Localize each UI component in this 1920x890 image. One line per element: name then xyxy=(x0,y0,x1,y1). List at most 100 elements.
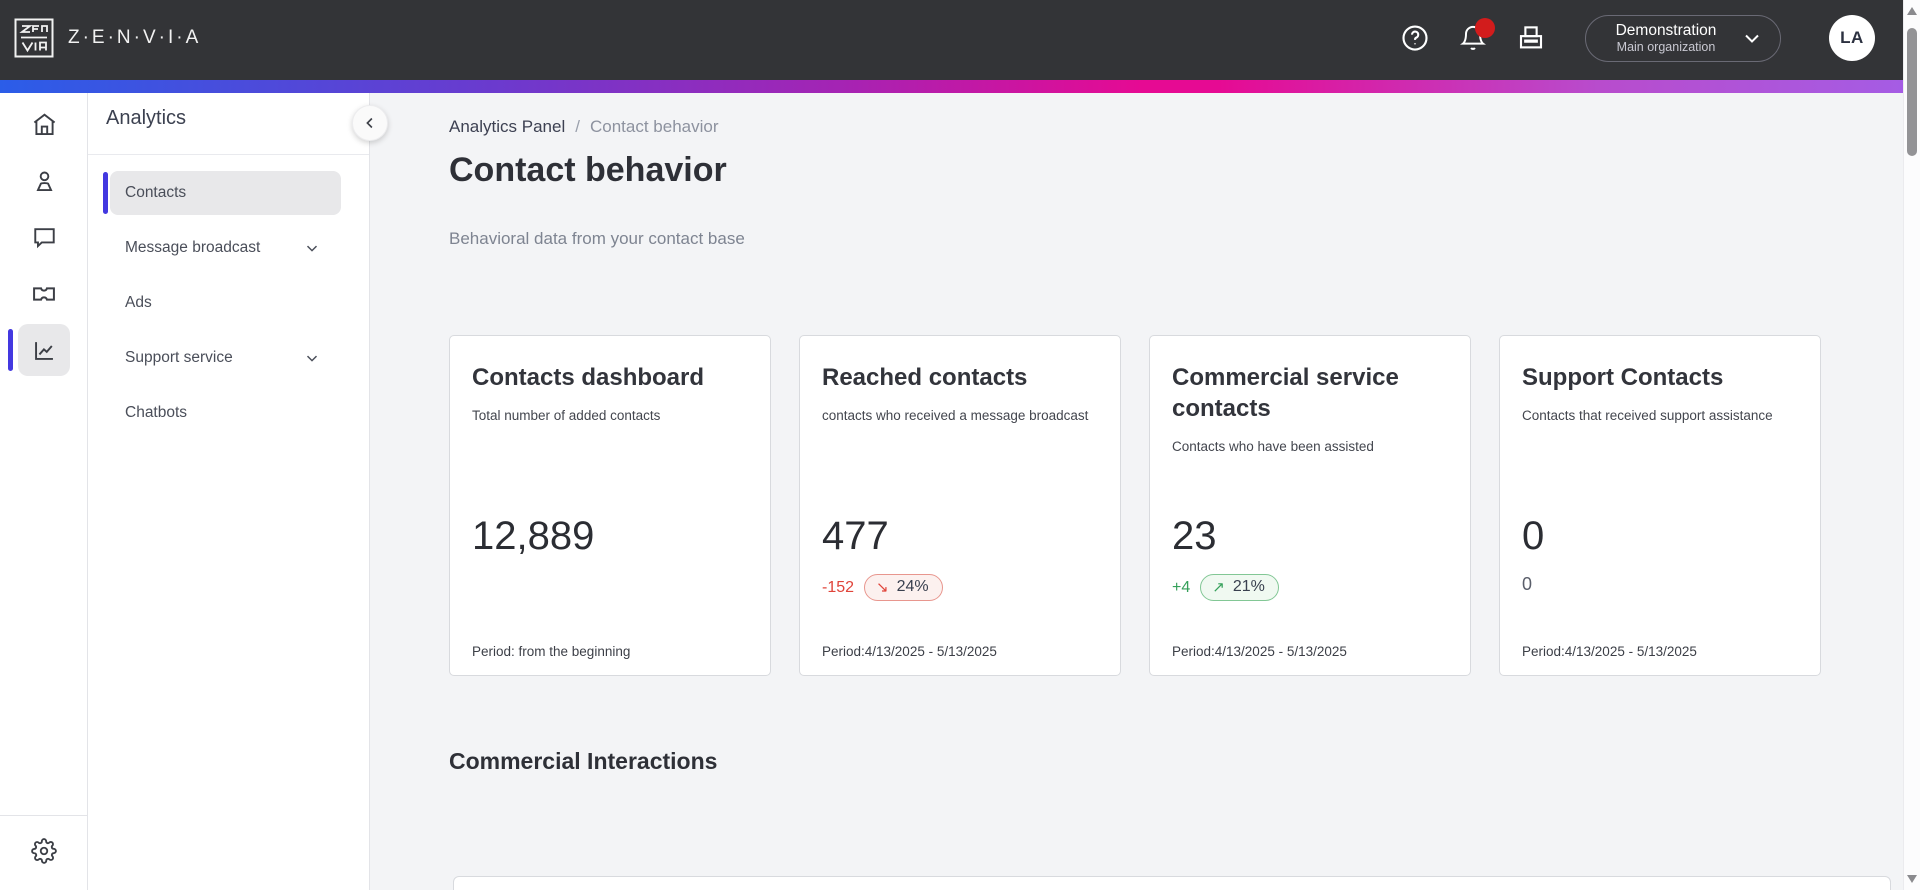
collapse-panel-button[interactable] xyxy=(352,105,388,141)
chat-icon xyxy=(33,227,55,248)
topbar-actions: Demonstration Main organization LA xyxy=(1399,14,1875,62)
rail-item-home[interactable] xyxy=(18,98,70,150)
menu-item-label: Contacts xyxy=(125,184,187,201)
delta-change: 0 xyxy=(1522,574,1533,594)
rail-item-conversations[interactable] xyxy=(18,211,70,263)
organization-switcher[interactable]: Demonstration Main organization xyxy=(1585,14,1781,62)
card-period: Period: from the beginning xyxy=(472,644,631,659)
menu-item-contacts[interactable]: Contacts xyxy=(103,171,341,215)
scrollbar-up-arrow[interactable] xyxy=(1907,7,1917,15)
notifications-button[interactable] xyxy=(1457,18,1495,54)
active-rail-indicator xyxy=(8,329,13,371)
menu-item-ads[interactable]: Ads xyxy=(110,281,341,325)
card-period: Period:4/13/2025 - 5/13/2025 xyxy=(822,644,997,659)
menu-item-support-service[interactable]: Support service xyxy=(110,336,341,380)
card-title: Support Contacts xyxy=(1522,364,1724,391)
card-value: 477 xyxy=(822,514,889,558)
section-title-commercial-interactions: Commercial Interactions xyxy=(449,748,718,774)
breadcrumb-separator: / xyxy=(575,117,580,136)
menu-item-label: Support service xyxy=(125,349,233,366)
card-delta: 0 xyxy=(1522,574,1532,595)
organization-name: Demonstration xyxy=(1615,21,1717,39)
chevron-down-icon xyxy=(303,239,321,257)
breadcrumb: Analytics Panel / Contact behavior xyxy=(449,117,719,137)
analytics-menu: Contacts Message broadcast Ads Support s… xyxy=(88,171,369,435)
breadcrumb-current: Contact behavior xyxy=(589,117,719,136)
menu-item-chatbots[interactable]: Chatbots xyxy=(110,391,341,435)
rail-divider xyxy=(0,815,87,816)
card-value: 12,889 xyxy=(472,514,595,558)
rail-item-tickets[interactable] xyxy=(18,268,70,320)
card-title: Reached contacts xyxy=(822,364,1028,391)
brand-name: Z·E·N·V·I·A xyxy=(68,27,202,48)
card-title: Contacts dashboard xyxy=(472,364,705,391)
page-title: Contact behavior xyxy=(449,151,727,189)
trend-badge: ↗ 21% xyxy=(1200,574,1279,601)
analytics-chart-icon xyxy=(34,341,53,360)
card-description: Contacts that received support assistanc… xyxy=(1522,408,1773,424)
card-commercial-service-contacts: Commercial service contacts Contacts who… xyxy=(1149,335,1471,676)
help-button[interactable] xyxy=(1399,22,1431,54)
analytics-menu-panel: Analytics Contacts Message broadcast Ads… xyxy=(88,93,370,890)
card-value: 23 xyxy=(1172,514,1217,558)
card-description: Contacts who have been assisted xyxy=(1172,439,1374,455)
chevron-left-icon xyxy=(366,117,373,129)
organization-subtitle: Main organization xyxy=(1616,39,1716,54)
page-subtitle: Behavioral data from your contact base xyxy=(449,229,745,248)
menu-item-label: Ads xyxy=(125,294,152,311)
accent-gradient-bar xyxy=(0,80,1903,93)
menu-item-message-broadcast[interactable]: Message broadcast xyxy=(110,226,341,270)
menu-item-label: Chatbots xyxy=(125,404,188,421)
topbar: Z·E·N·V·I·A xyxy=(0,0,1903,80)
scrollbar-thumb[interactable] xyxy=(1907,28,1917,156)
person-icon xyxy=(35,171,53,191)
scrollbar-down-arrow[interactable] xyxy=(1907,875,1917,883)
delta-change: +4 xyxy=(1172,578,1191,596)
card-period: Period:4/13/2025 - 5/13/2025 xyxy=(1522,644,1697,659)
bell-icon xyxy=(1460,25,1486,50)
delta-change: -152 xyxy=(822,578,855,596)
trend-down-arrow-icon: ↘ xyxy=(876,579,889,596)
user-avatar[interactable]: LA xyxy=(1829,15,1875,61)
rail-item-analytics[interactable] xyxy=(18,324,70,376)
card-description: Total number of added contacts xyxy=(472,408,661,424)
trend-badge: ↘ 24% xyxy=(864,574,943,601)
trend-percentage: 24% xyxy=(896,578,929,595)
vertical-scrollbar xyxy=(1903,0,1920,890)
card-period: Period:4/13/2025 - 5/13/2025 xyxy=(1172,644,1347,659)
trend-up-arrow-icon: ↗ xyxy=(1212,579,1225,596)
panel-title: Analytics xyxy=(106,107,187,129)
notification-dot xyxy=(1475,18,1495,38)
home-icon xyxy=(33,113,55,135)
rail-item-settings[interactable] xyxy=(18,825,70,877)
active-menu-indicator xyxy=(103,172,108,214)
zenvia-logo-icon xyxy=(14,18,54,58)
main-content: Analytics Panel / Contact behavior Conta… xyxy=(371,93,1903,890)
card-reached-contacts: Reached contacts contacts who received a… xyxy=(799,335,1121,676)
organization-texts: Demonstration Main organization xyxy=(1606,21,1726,56)
chevron-down-icon xyxy=(1740,26,1764,50)
breadcrumb-parent-link[interactable]: Analytics Panel xyxy=(449,117,566,136)
help-icon xyxy=(1402,25,1428,51)
print-button[interactable] xyxy=(1515,22,1547,54)
card-support-contacts: Support Contacts Contacts that received … xyxy=(1499,335,1821,676)
card-value: 0 xyxy=(1522,514,1545,558)
printer-icon xyxy=(1519,26,1543,49)
card-contacts-dashboard: Contacts dashboard Total number of added… xyxy=(449,335,771,676)
card-delta: -152 ↘ 24% xyxy=(822,574,943,601)
menu-item-label: Message broadcast xyxy=(125,239,261,256)
chevron-down-icon xyxy=(303,349,321,367)
kpi-cards-row: Contacts dashboard Total number of added… xyxy=(449,335,1821,676)
brand: Z·E·N·V·I·A xyxy=(14,18,201,58)
ticket-icon xyxy=(33,287,55,301)
icon-rail xyxy=(0,93,88,890)
card-delta: +4 ↗ 21% xyxy=(1172,574,1279,601)
gear-icon xyxy=(31,838,57,864)
rail-item-contacts[interactable] xyxy=(18,155,70,207)
card-description: contacts who received a message broadcas… xyxy=(822,408,1089,424)
trend-percentage: 21% xyxy=(1232,578,1265,595)
commercial-interactions-card xyxy=(453,876,1891,890)
card-title: Commercial service contacts xyxy=(1172,364,1399,423)
panel-divider xyxy=(88,154,369,155)
